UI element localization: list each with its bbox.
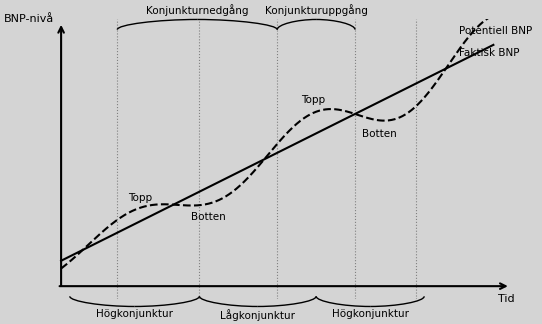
- Text: BNP-nivå: BNP-nivå: [4, 15, 55, 25]
- Text: Lågkonjunktur: Lågkonjunktur: [220, 309, 295, 321]
- Text: Topp: Topp: [128, 193, 152, 203]
- Text: Topp: Topp: [301, 95, 325, 105]
- Text: Faktisk BNP: Faktisk BNP: [460, 48, 520, 58]
- Text: Botten: Botten: [191, 212, 225, 222]
- Text: Konjunkturuppgång: Konjunkturuppgång: [264, 4, 367, 16]
- Text: Högkonjunktur: Högkonjunktur: [332, 309, 409, 319]
- Text: Konjunkturnedgång: Konjunkturnedgång: [146, 4, 249, 16]
- Text: Högkonjunktur: Högkonjunktur: [96, 309, 173, 319]
- Text: Potentiell BNP: Potentiell BNP: [460, 26, 533, 36]
- Text: Botten: Botten: [362, 130, 396, 139]
- Text: Tid: Tid: [498, 294, 515, 304]
